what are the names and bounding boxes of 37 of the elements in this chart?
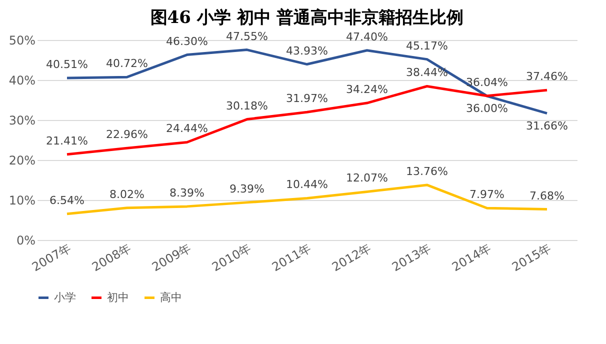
data-label: 43.93% <box>286 44 328 58</box>
y-tick-label: 40% <box>8 74 36 88</box>
data-label: 13.76% <box>406 164 448 178</box>
data-label: 38.44% <box>406 66 448 80</box>
data-label: 36.00% <box>466 102 508 115</box>
data-label: 21.41% <box>46 134 88 148</box>
data-label: 40.72% <box>106 57 148 70</box>
y-tick-label: 20% <box>8 154 36 168</box>
data-label: 6.54% <box>50 194 84 207</box>
data-label: 47.55% <box>226 30 268 43</box>
data-label: 37.46% <box>526 70 568 84</box>
y-tick-label: 50% <box>8 34 36 48</box>
data-label: 7.97% <box>470 188 504 202</box>
data-label: 8.02% <box>110 188 144 201</box>
data-label: 10.44% <box>286 178 328 192</box>
data-label: 34.24% <box>346 83 388 96</box>
data-label: 40.51% <box>46 58 88 71</box>
data-label: 45.17% <box>406 39 448 52</box>
data-label: 12.07% <box>346 172 388 185</box>
y-tick-label: 10% <box>8 194 36 208</box>
data-label: 22.96% <box>106 128 148 142</box>
data-label: 47.40% <box>346 30 388 44</box>
data-label: 24.44% <box>166 122 208 136</box>
data-label: 31.66% <box>526 119 568 132</box>
data-label: 31.97% <box>286 92 328 106</box>
data-label: 36.04% <box>466 76 508 89</box>
legend-label: 高中 <box>160 290 182 304</box>
legend-label: 小学 <box>54 290 76 304</box>
data-label: 46.30% <box>166 34 208 48</box>
data-label: 9.39% <box>230 182 264 196</box>
y-tick-label: 30% <box>8 114 36 128</box>
data-label: 8.39% <box>170 186 204 200</box>
y-tick-label: 0% <box>16 234 36 248</box>
data-label: 7.68% <box>530 189 564 202</box>
legend-label: 初中 <box>107 290 129 304</box>
data-label: 30.18% <box>226 99 268 112</box>
chart-title: 图46 小学 初中 普通高中非京籍招生比例 <box>150 6 464 28</box>
